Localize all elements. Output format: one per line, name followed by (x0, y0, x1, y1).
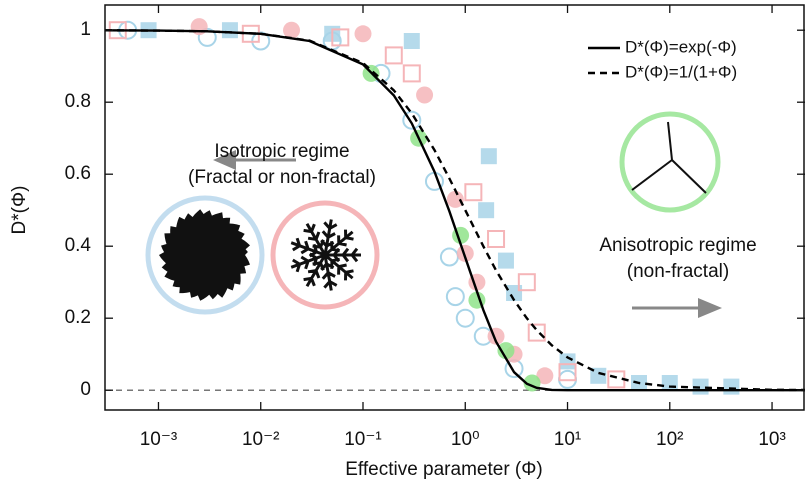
point (590, 367, 607, 384)
isotropic-circle (145, 195, 265, 315)
y-tick-label: 0.8 (65, 91, 91, 112)
x-tick-label: 10² (656, 429, 683, 450)
point (331, 28, 350, 47)
point (487, 230, 506, 248)
point (661, 375, 678, 391)
point (445, 287, 465, 307)
point (402, 110, 422, 130)
point (190, 18, 208, 36)
inset-illustrations (145, 111, 722, 318)
annotation: (Fractal or non-fractal) (188, 167, 376, 188)
annotation: Isotropic regime (214, 141, 349, 162)
point (455, 308, 475, 328)
fractal-circle (270, 200, 380, 310)
point (221, 22, 238, 39)
y-tick-label: 0.2 (65, 307, 91, 328)
plot-frame (104, 4, 805, 411)
arrow-right-head (698, 298, 722, 318)
point (354, 25, 372, 43)
point (439, 247, 459, 267)
point (403, 33, 420, 49)
point (723, 378, 740, 395)
x-axis-label: Effective parameter (Φ) (345, 459, 543, 480)
point (464, 183, 483, 202)
point (283, 21, 301, 39)
point (416, 86, 434, 104)
point (536, 367, 554, 385)
x-tick-label: 10¹ (554, 429, 581, 450)
dendrite (290, 219, 361, 291)
annotation: (non-fractal) (627, 261, 729, 282)
point (480, 148, 497, 165)
x-tick-label: 10⁻² (242, 429, 280, 450)
x-tick-label: 10⁰ (451, 429, 480, 450)
legend-label: D*(Φ)=1/(1+Φ) (625, 62, 737, 81)
point (558, 363, 577, 382)
annotation: Anisotropic regime (599, 235, 756, 256)
point (446, 190, 464, 208)
curve (105, 29, 805, 392)
point (527, 323, 546, 342)
y-tick-label: 0 (80, 379, 91, 400)
needle-crystal (631, 121, 707, 194)
curve (105, 29, 805, 392)
dense-cluster (159, 209, 250, 301)
y-tick-label: 0.4 (65, 235, 92, 256)
point (478, 202, 495, 219)
plot-area (105, 18, 805, 395)
point (497, 252, 514, 269)
y-axis-label: D*(Φ) (9, 186, 30, 235)
point (456, 244, 474, 262)
x-tick-label: 10⁻¹ (344, 429, 382, 450)
point (402, 64, 421, 83)
y-tick-label: 1 (80, 19, 91, 40)
y-tick-label: 0.6 (65, 163, 91, 184)
legend-label: D*(Φ)=exp(-Φ) (625, 37, 737, 56)
x-tick-label: 10³ (758, 429, 785, 450)
arrow-left-head (213, 150, 236, 170)
point (497, 342, 515, 360)
point (559, 353, 576, 370)
point (517, 273, 536, 292)
x-tick-label: 10⁻³ (140, 429, 178, 450)
point (384, 46, 403, 65)
anisotropic-circle (619, 111, 721, 213)
